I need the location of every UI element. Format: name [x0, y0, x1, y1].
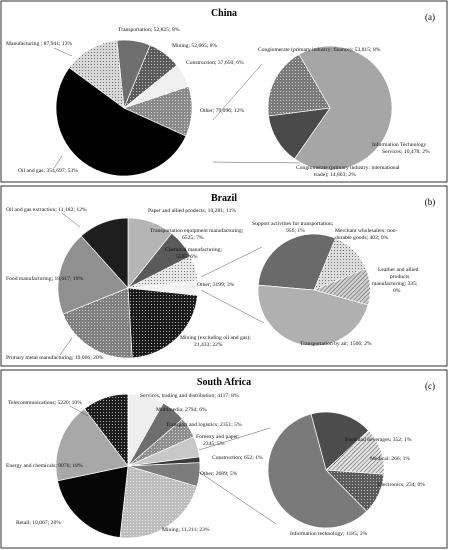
- sa-main-slice-retail: [57, 465, 129, 538]
- label-brazil-chemical: Chemical manufacturing; 5595; 6%: [165, 246, 223, 260]
- brazil-main-slice-texture-primary-metal-manufacturing: [63, 288, 133, 358]
- china-main-slice-texture-manufacturing: [69, 40, 124, 109]
- sa-main-slice-texture-mining: [119, 466, 198, 538]
- label-sa-services: Services, trading and distribution; 4117…: [140, 393, 239, 399]
- china-sub-slice-texture-conglomerate-primary-industry-international-trade: [267, 54, 330, 116]
- leader-brazil-oil-gas: [61, 212, 81, 228]
- sa-main-slice-energy-and-chemicals: [55, 408, 129, 482]
- panel-title-china: China: [211, 8, 237, 19]
- label-china-it-services: Information Technology Services; 10,478;…: [372, 141, 430, 155]
- pie-sa-sub: [267, 411, 385, 529]
- label-china-conglomerate-trade: Conglomerate (primary industry: internat…: [296, 164, 401, 178]
- label-china-other: Other; 79,096; 12%: [200, 108, 245, 114]
- panel-frame-south-africa: [0, 369, 448, 549]
- panel-tag-brazil: (b): [425, 197, 436, 207]
- leader-china-oil-gas: [53, 155, 63, 169]
- panel-frame-brazil: [0, 185, 448, 367]
- sa-sub-slice-food-and-beverages: [310, 411, 370, 471]
- leader-china-manufacturing: [53, 47, 73, 57]
- brazil-main-slice-food-manufacturing: [57, 235, 129, 315]
- label-brazil-transport-air: Transportation by air; 1506; 2%: [300, 341, 372, 347]
- label-brazil-mining: Mining (excluding oil and gas); 21,433; …: [180, 334, 252, 348]
- labels-brazil: Oil and gas extraction; 11,182; 12% Pape…: [6, 207, 420, 361]
- panel-south-africa: South Africa (c) Services, trading and d…: [0, 369, 448, 549]
- brazil-sub-slice-texture-merchant-wholesalers-non-durable-goods: [314, 238, 366, 290]
- connector-china-top: [212, 63, 263, 121]
- label-brazil-primary-metal: Primary metal manufacturing; 19,066; 20%: [6, 354, 104, 361]
- label-brazil-merchant: Merchant wholesalers: non- durable goods…: [335, 228, 399, 241]
- label-sa-retail: Retail; 10,067; 20%: [16, 520, 61, 526]
- label-sa-food-bev: Food and beverages; 352; 1%: [345, 437, 412, 443]
- china-main-slice-texture-other: [124, 86, 193, 137]
- connector-brazil-top: [200, 246, 263, 278]
- pie-sa-main: [55, 393, 201, 539]
- panel-frame-china: [0, 0, 448, 183]
- panel-tag-china: (a): [425, 12, 435, 22]
- pie-china-main: [55, 39, 193, 177]
- label-sa-construction: Construction; 652; 1%: [212, 455, 263, 461]
- label-sa-forestry: Forestry and paper; 2345; 5%: [196, 434, 241, 447]
- label-brazil-leather: Leather and allied products manufacturin…: [372, 267, 420, 294]
- label-brazil-transport-equipment: Transportation equipment manufacturing; …: [150, 227, 245, 241]
- labels-sa: Services, trading and distribution; 4117…: [6, 393, 425, 537]
- connector-sa-top: [198, 427, 271, 451]
- china-main-slice-oil-and-gas: [55, 67, 187, 177]
- panel-title-south-africa: South Africa: [197, 377, 251, 388]
- label-china-mining: Mining; 52,665; 8%: [172, 43, 218, 49]
- label-sa-energy: Energy and chemicals; 9076; 18%: [6, 463, 83, 469]
- labels-china: Transportation; 52,825; 8% Mining; 52,66…: [6, 27, 430, 178]
- label-brazil-support-transport: Support activities for transportation; 9…: [252, 220, 335, 234]
- brazil-main-slice-oil-and-gas-extraction: [80, 217, 129, 289]
- pie-china-sub: [267, 45, 393, 171]
- label-sa-other: Other; 2689; 5%: [200, 471, 238, 477]
- leader-sa-telecom: [69, 405, 89, 417]
- label-china-construction: Construction; 37,650; 6%: [186, 60, 244, 66]
- panel-brazil: Brazil (b) Oil and gas extraction; 11,18…: [0, 185, 448, 367]
- label-china-transportation: Transportation; 52,825; 8%: [118, 27, 180, 33]
- pie-brazil-sub: [257, 233, 371, 347]
- label-china-oil-gas: Oil and gas; 354,697; 53%: [18, 168, 78, 174]
- sa-sub-slice-texture-electronics: [326, 470, 384, 512]
- connector-china-bottom: [212, 161, 301, 164]
- leader-lines: [53, 47, 301, 525]
- connector-sa-bottom: [198, 471, 277, 525]
- label-china-conglomerate-finance: Conglomerate (primary industry: finance)…: [258, 46, 381, 53]
- brazil-main-slice-texture-chemical-manufacturing: [128, 256, 198, 288]
- label-sa-telecom: Telecommunications; 5220; 10%: [8, 400, 82, 406]
- label-sa-mining: Mining; 11,211; 23%: [162, 527, 210, 533]
- label-brazil-paper: Paper and allied products; 10,281; 11%: [148, 208, 236, 214]
- sa-main-slice-texture-telecommunications: [84, 394, 128, 466]
- connector-brazil-bottom: [200, 289, 265, 324]
- brazil-sub-slice-support-activities-for-transportation: [257, 233, 336, 291]
- panel-tag-south-africa: (c): [425, 381, 435, 391]
- label-sa-information-technology: Information technology; 1185; 2%: [290, 530, 368, 537]
- label-brazil-oil-gas-extraction: Oil and gas extraction; 11,182; 12%: [6, 207, 87, 213]
- pie-brazil-main: [57, 217, 199, 359]
- china-sub-slice-conglomerate-primary-industry-finance: [294, 45, 393, 171]
- brazil-sub-slice-transportation-by-air: [257, 284, 369, 347]
- label-sa-transport-logistics: Transport and logistics; 2351; 5%: [166, 422, 242, 428]
- sa-sub-slice-texture-medical: [326, 430, 384, 475]
- sa-sub-slice-information-technology: [267, 413, 368, 529]
- label-sa-medical: Medical; 266; 1%: [370, 456, 410, 462]
- panel-title-brazil: Brazil: [211, 193, 237, 204]
- panel-china: China (a) Transportation; 52,825; 8% Min…: [0, 0, 448, 183]
- label-brazil-other: Other; 3199; 3%: [197, 282, 235, 288]
- leader-brazil-primary-metal: [59, 337, 73, 356]
- sa-main-slice-texture-transport-and-logistics: [128, 419, 194, 466]
- label-sa-electronics: Electronics; 234; 0%: [378, 482, 425, 488]
- label-china-manufacturing: Manufacturing ; 87,941; 13%: [6, 40, 73, 47]
- label-sa-multimedia: Multimedia; 2794; 6%: [156, 407, 207, 413]
- brazil-sub-slice-texture-leather-and-allied-products-manufacturing: [314, 268, 371, 305]
- brazil-main-slice-texture-mining-excluding-oil-and-gas: [128, 288, 198, 358]
- label-brazil-food: Food manufacturing; 18,617; 19%: [6, 275, 83, 282]
- china-main-slice-texture-mining: [124, 45, 177, 108]
